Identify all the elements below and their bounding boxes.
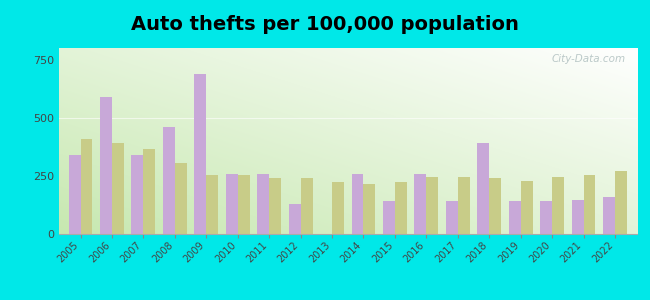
Bar <box>509 202 521 234</box>
Bar <box>257 173 269 234</box>
Bar <box>226 173 238 234</box>
Bar <box>100 97 112 234</box>
Bar <box>175 163 187 234</box>
Bar <box>458 177 470 234</box>
Text: City-Data.com: City-Data.com <box>551 54 625 64</box>
Bar <box>163 127 175 234</box>
Bar <box>615 171 627 234</box>
Bar <box>206 175 218 234</box>
Bar <box>81 139 92 234</box>
Bar <box>352 173 363 234</box>
Bar <box>68 155 81 234</box>
Bar <box>584 175 595 234</box>
Bar <box>112 143 124 234</box>
Text: Auto thefts per 100,000 population: Auto thefts per 100,000 population <box>131 15 519 34</box>
Bar <box>289 204 300 234</box>
Bar <box>238 175 250 234</box>
Bar <box>194 74 206 234</box>
Bar <box>552 177 564 234</box>
Bar <box>521 181 532 234</box>
Bar <box>144 149 155 234</box>
Bar <box>489 178 501 234</box>
Bar <box>603 197 615 234</box>
Bar <box>131 155 144 234</box>
Bar <box>269 178 281 234</box>
Bar <box>415 173 426 234</box>
Bar <box>446 202 458 234</box>
Bar <box>426 177 438 234</box>
Bar <box>395 182 407 234</box>
Bar <box>363 184 376 234</box>
Bar <box>540 202 552 234</box>
Bar <box>383 202 395 234</box>
Bar <box>571 200 584 234</box>
Bar <box>300 178 313 234</box>
Bar <box>477 143 489 234</box>
Bar <box>332 182 344 234</box>
